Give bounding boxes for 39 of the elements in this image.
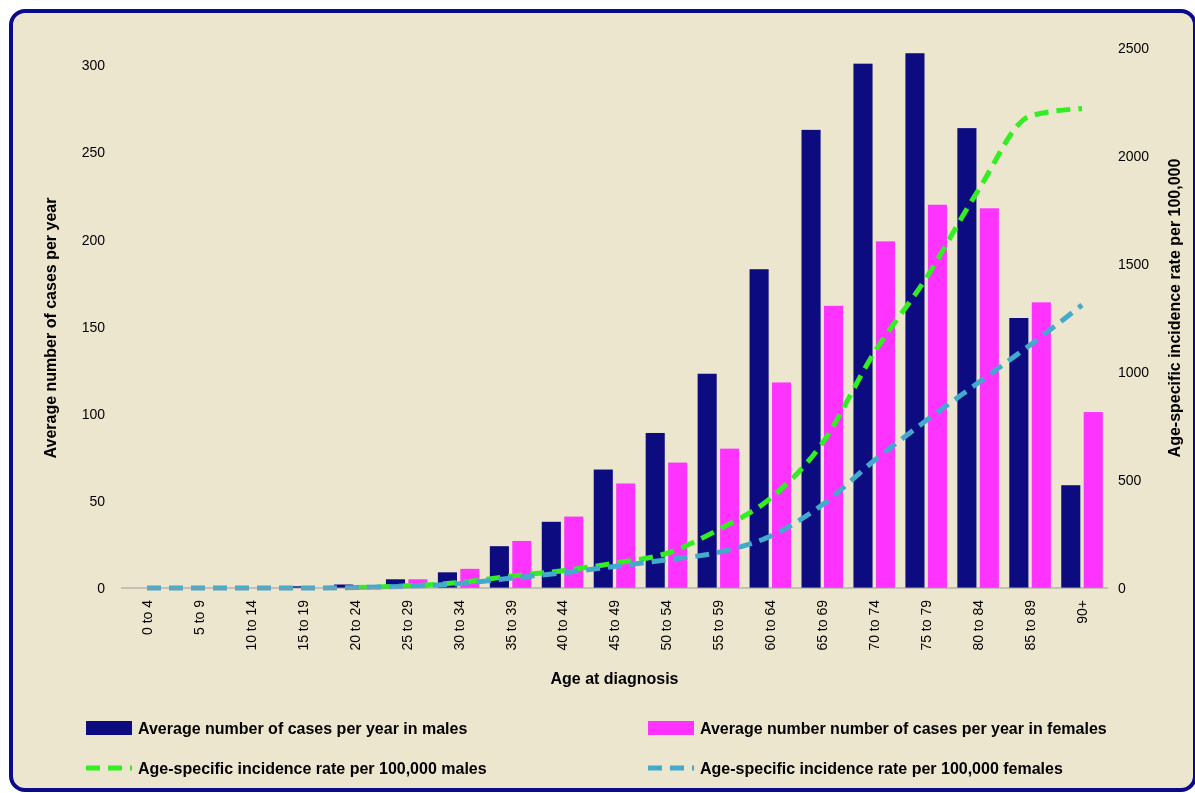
x-axis-title: Age at diagnosis (550, 670, 679, 687)
legend-label: Average number number of cases per year in females (700, 719, 1107, 737)
x-tick-label: 40 to 44 (554, 599, 571, 651)
y2-tick-label: 0 (1118, 579, 1126, 596)
y-tick-label: 100 (81, 405, 106, 422)
y-tick-label: 50 (89, 492, 106, 509)
x-tick-label: 15 to 19 (294, 599, 311, 651)
x-tick-label: 55 to 59 (710, 599, 727, 651)
x-tick-label: 20 to 24 (346, 599, 363, 651)
x-tick-label: 90+ (1073, 600, 1090, 624)
x-tick-label: 35 to 39 (502, 599, 519, 651)
legend-label: Age-specific incidence rate per 100,000 males (138, 759, 487, 777)
x-tick-label: 80 to 84 (970, 599, 987, 651)
y2-tick-label: 2500 (1118, 39, 1150, 56)
x-tick-label: 85 to 89 (1021, 599, 1038, 651)
x-tick-label: 60 to 64 (762, 599, 779, 651)
y2-tick-label: 500 (1118, 471, 1142, 488)
x-tick-label: 70 to 74 (866, 599, 883, 651)
y-tick-label: 200 (81, 231, 106, 248)
y-axis-title: Average number of cases per year (42, 197, 59, 459)
x-tick-label: 0 to 4 (138, 599, 155, 636)
x-tick-label: 50 to 54 (658, 599, 675, 651)
y-tick-label: 0 (97, 579, 106, 596)
legend-label: Age-specific incidence rate per 100,000 females (700, 759, 1063, 777)
y-tick-label: 300 (81, 57, 106, 74)
y-tick-label: 250 (81, 144, 106, 161)
y2-axis-title: Age-specific incidence rate per 100,000 (1166, 158, 1183, 458)
x-tick-label: 30 to 34 (450, 599, 467, 651)
legend-label: Average number of cases per year in males (138, 719, 468, 737)
x-tick-label: 10 to 14 (242, 599, 259, 651)
x-tick-label: 65 to 69 (814, 599, 831, 651)
x-tick-label: 25 to 29 (398, 599, 415, 651)
y2-tick-label: 1000 (1118, 363, 1150, 380)
x-tick-label: 45 to 49 (606, 599, 623, 651)
y-tick-label: 150 (81, 318, 106, 335)
y2-tick-label: 2000 (1118, 147, 1150, 164)
y2-tick-label: 1500 (1118, 255, 1150, 272)
x-tick-label: 75 to 79 (918, 599, 935, 651)
x-tick-label: 5 to 9 (190, 599, 207, 636)
